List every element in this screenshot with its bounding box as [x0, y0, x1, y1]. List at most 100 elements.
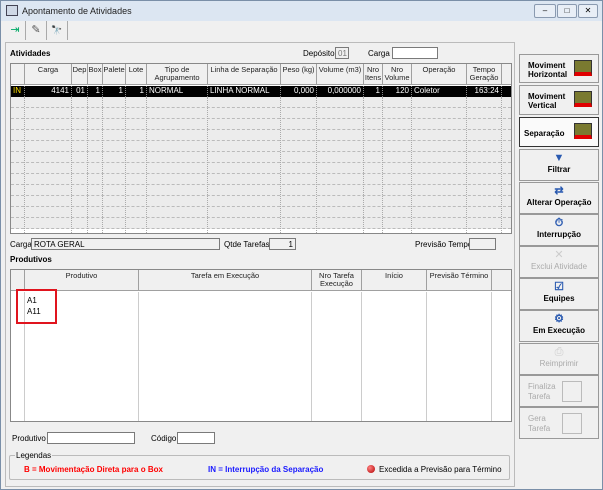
main-panel	[5, 42, 515, 487]
empty-row	[11, 218, 511, 229]
col-header[interactable]: Palete	[103, 64, 126, 85]
button-alterar-operacao[interactable]: ⇄ Alterar Operação	[519, 182, 599, 214]
col-line	[71, 97, 72, 233]
col-header[interactable]: Volume (m3)	[317, 64, 364, 85]
button-separacao[interactable]: Separação	[519, 117, 599, 147]
button-reimprimir[interactable]: ⎙ Reimprimir	[519, 343, 599, 375]
atividades-grid[interactable]: Carga Dep Box Palete Lote Tipo de Agrupamento…	[10, 63, 512, 234]
legend-box: Legendas B = Movimentação Direta para o …	[9, 451, 510, 480]
maximize-button[interactable]: □	[557, 4, 577, 18]
finish-task-icon	[562, 381, 582, 402]
button-interrupcao[interactable]: ⏱ Interrupção	[519, 214, 599, 246]
button-filtrar[interactable]: ▼ Filtrar	[519, 149, 599, 181]
col-header[interactable]: Lote	[126, 64, 147, 85]
pallet-horizontal-icon	[574, 60, 592, 79]
col-header[interactable]: Peso (kg)	[281, 64, 317, 85]
highlight-box	[16, 289, 57, 324]
col-header[interactable]: Linha de Separação	[208, 64, 281, 85]
minimize-button[interactable]: –	[534, 4, 556, 18]
col-header[interactable]: Nro Itens	[364, 64, 383, 85]
codigo-input[interactable]	[177, 432, 215, 444]
col-line	[316, 97, 317, 233]
close-button[interactable]: ✕	[578, 4, 598, 18]
execution-icon: ⚙	[554, 313, 564, 325]
col-header[interactable]: Tempo Geração	[467, 64, 502, 85]
filter-icon: ▼	[553, 152, 565, 164]
col-header[interactable]	[11, 270, 25, 291]
binoculars-icon[interactable]: 🔭	[47, 21, 68, 40]
col-line	[491, 292, 492, 421]
col-line	[24, 292, 25, 421]
codigo-label: Código	[151, 434, 177, 443]
button-label: Equipes	[543, 294, 575, 303]
col-header	[502, 64, 511, 85]
empty-row	[11, 141, 511, 152]
empty-row	[11, 174, 511, 185]
table-cell: Coletor	[412, 86, 467, 97]
col-line	[311, 292, 312, 421]
table-cell: 0,000000	[317, 86, 364, 97]
col-header[interactable]: Operação	[412, 64, 467, 85]
button-label: Reimprimir	[539, 359, 579, 368]
carga-filter-label: Carga	[368, 49, 390, 58]
empty-row	[11, 130, 511, 141]
button-exclui-atividade[interactable]: ✕ Exclui Atividade	[519, 246, 599, 278]
table-cell: 0,000	[281, 86, 317, 97]
col-header[interactable]	[492, 270, 511, 291]
window-title: Apontamento de Atividades	[22, 6, 132, 16]
produtivo-label: Produtivo	[12, 434, 46, 443]
button-label: Separação	[524, 129, 565, 138]
qtde-tarefas-label: Qtde Tarefas	[224, 240, 270, 249]
button-moviment-horizontal[interactable]: Moviment Horizontal	[519, 54, 599, 83]
produtivo-item[interactable]: A11	[27, 307, 41, 316]
button-label: Moviment Vertical	[528, 92, 566, 110]
col-header[interactable]: Dep	[72, 64, 88, 85]
button-label: Gera Tarefa	[528, 414, 551, 433]
col-header[interactable]: Nro Volume	[383, 64, 412, 85]
button-label: Finaliza Tarefa	[528, 382, 556, 401]
col-line	[361, 292, 362, 421]
empty-row	[11, 185, 511, 196]
col-header[interactable]: Início	[362, 270, 427, 291]
produtivo-input[interactable]	[47, 432, 135, 444]
change-operation-icon: ⇄	[554, 185, 564, 197]
produtivo-item[interactable]: A1	[27, 296, 37, 305]
col-header[interactable]: Box	[88, 64, 103, 85]
pallet-vertical-icon	[574, 91, 592, 110]
col-line	[146, 97, 147, 233]
carga-filter-input[interactable]	[392, 47, 438, 59]
edit-icon[interactable]: ✎	[26, 21, 47, 40]
button-label: Interrupção	[536, 230, 581, 239]
atividades-label: Atividades	[10, 49, 51, 58]
col-header[interactable]	[11, 64, 25, 85]
button-moviment-vertical[interactable]: Moviment Vertical	[519, 85, 599, 115]
empty-row	[11, 97, 511, 108]
col-header[interactable]: Tarefa em Execução	[139, 270, 312, 291]
button-equipes[interactable]: ☑ Equipes	[519, 278, 599, 310]
empty-row	[11, 163, 511, 174]
col-line	[87, 97, 88, 233]
button-gera-tarefa[interactable]: Gera Tarefa	[519, 407, 599, 439]
col-header[interactable]: Carga	[25, 64, 72, 85]
table-row[interactable]: IN 4141 01 1 1 1 NORMAL LINHA NORMAL 0,000 0,0000…	[11, 86, 511, 97]
carga-label: Carga	[10, 240, 32, 249]
button-em-execucao[interactable]: ⚙ Em Execução	[519, 310, 599, 342]
stopwatch-icon: ⏱	[554, 217, 564, 229]
table-cell: 01	[72, 86, 88, 97]
col-header[interactable]: Produtivo	[25, 270, 139, 291]
deposito-field[interactable]: 01	[335, 47, 349, 59]
col-header[interactable]: Nro Tarefa Execução	[312, 270, 362, 291]
produtivos-grid[interactable]: Produtivo Tarefa em Execução Nro Tarefa Ex…	[10, 269, 512, 422]
empty-row	[11, 152, 511, 163]
col-header[interactable]: Tipo de Agrupamento	[147, 64, 208, 85]
exit-icon[interactable]: ⇥	[5, 21, 26, 40]
legend-excedida: Excedida a Previsão para Término	[379, 465, 502, 474]
col-line	[382, 97, 383, 233]
delete-icon: ✕	[554, 249, 564, 261]
table-cell: 163:24	[467, 86, 502, 97]
col-line	[466, 97, 467, 233]
col-header[interactable]: Previsão Término	[427, 270, 492, 291]
button-finaliza-tarefa[interactable]: Finaliza Tarefa	[519, 375, 599, 407]
table-cell: 1	[88, 86, 103, 97]
